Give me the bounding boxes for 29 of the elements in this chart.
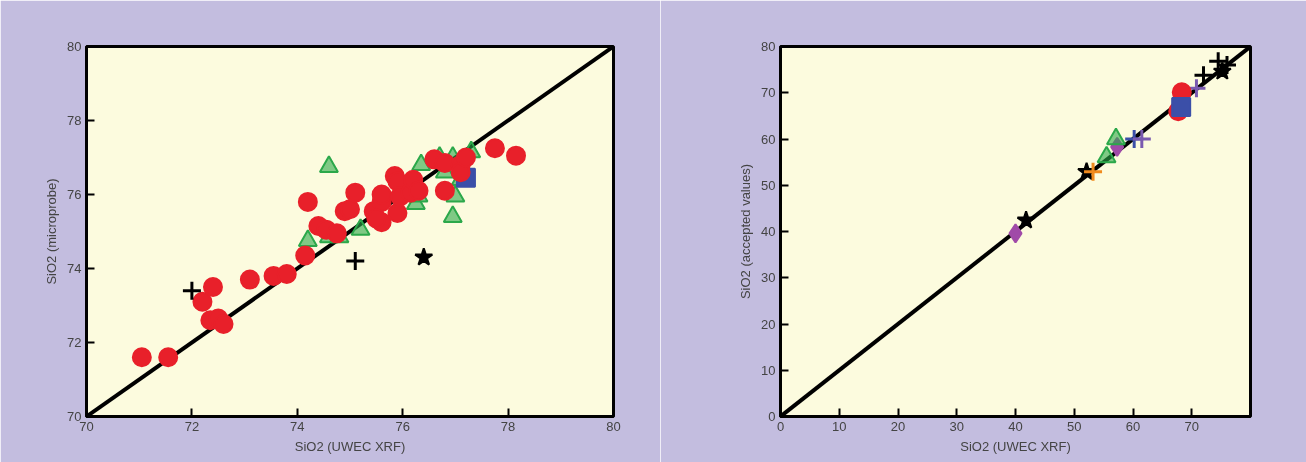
- x-tick-label: 50: [1067, 418, 1082, 434]
- x-tick-label: 78: [500, 418, 516, 434]
- y-tick-label: 50: [761, 177, 776, 193]
- x-tick-label: 72: [184, 418, 200, 434]
- y-tick-label: 80: [761, 39, 776, 54]
- y-tick-label: 30: [761, 270, 776, 286]
- x-tick-label: 30: [949, 418, 964, 434]
- y-tick-label: 10: [761, 362, 776, 378]
- x-tick-label: 40: [1008, 418, 1023, 434]
- x-tick-label: 70: [1184, 418, 1199, 434]
- y-tick-label: 70: [761, 85, 776, 101]
- x-tick-label: 74: [290, 418, 305, 434]
- x-tick-label: 60: [1125, 418, 1141, 434]
- x-tick-label: 20: [890, 418, 906, 434]
- y-tick-label: 78: [67, 113, 82, 128]
- y-tick-label: 76: [67, 187, 82, 202]
- y-tick-label: 40: [761, 224, 776, 239]
- x-tick-label: 10: [832, 418, 847, 434]
- x-tick-label: 76: [395, 418, 410, 434]
- y-axis-title: SiO2 (accepted values): [738, 163, 754, 300]
- y-tick-label: 20: [761, 316, 776, 332]
- y-axis-title: SiO2 (microprobe): [44, 178, 60, 285]
- y-tick-label: 80: [67, 39, 82, 54]
- x-axis-title: SiO2 (UWEC XRF): [960, 438, 1071, 454]
- y-tick-label: 74: [67, 261, 82, 276]
- x-axis-title: SiO2 (UWEC XRF): [294, 438, 406, 454]
- y-tick-label: 60: [761, 131, 776, 147]
- y-tick-label: 72: [67, 335, 82, 350]
- x-tick-label: 80: [606, 418, 621, 434]
